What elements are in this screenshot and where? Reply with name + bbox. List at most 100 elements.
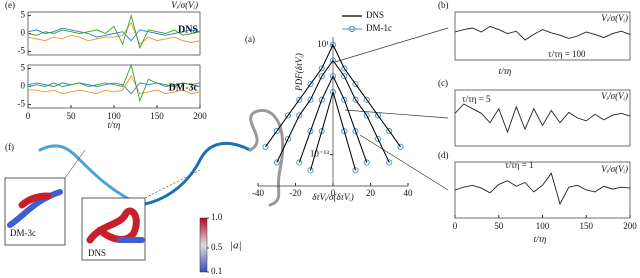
panel-label: (b) — [438, 0, 449, 10]
legend-label: DNS — [366, 10, 384, 20]
inset-box — [4, 177, 66, 246]
marker — [397, 143, 404, 150]
marker — [352, 167, 359, 174]
marker — [374, 112, 382, 119]
panel-label: (d) — [438, 150, 449, 160]
marker — [374, 135, 382, 142]
marker — [329, 73, 337, 80]
annotation: DNS — [178, 24, 198, 35]
series-line — [28, 74, 201, 95]
series-line — [27, 63, 201, 103]
axes-frame — [454, 11, 631, 61]
colorbar — [199, 217, 208, 273]
marker — [329, 57, 337, 64]
y-tick-label: 5 — [21, 63, 26, 73]
marker — [307, 96, 314, 103]
marker — [352, 81, 359, 88]
y-tick-label: -5 — [18, 45, 26, 55]
marker — [318, 128, 325, 135]
marker — [262, 143, 269, 150]
x-tick-label: 200 — [623, 221, 637, 231]
marker — [386, 159, 393, 166]
panel-label: (f) — [5, 142, 14, 152]
annotation: τ/τη = 5 — [462, 94, 491, 104]
marker — [296, 96, 303, 103]
tube — [138, 141, 252, 207]
x-tick-label: 150 — [150, 111, 164, 121]
series-line — [276, 59, 390, 163]
marker — [307, 81, 314, 88]
connector — [144, 169, 201, 199]
y-tick-label: 10⁻¹³ — [310, 149, 329, 159]
legend-label: DM-1c — [366, 23, 392, 33]
marker — [307, 128, 314, 135]
y-tick-label: 5 — [21, 10, 26, 20]
series-line — [27, 13, 201, 50]
y-axis-label: PDF(δτVᵢ) — [294, 53, 304, 92]
marker — [329, 88, 337, 95]
marker — [284, 135, 292, 142]
tube — [38, 144, 142, 207]
marker — [341, 96, 348, 103]
marker — [352, 128, 359, 135]
inset-label: DM-3c — [10, 228, 36, 238]
y-tick-label: 0 — [21, 81, 26, 91]
series-line — [454, 103, 631, 134]
tube — [7, 189, 63, 228]
series-line — [310, 90, 356, 171]
arrows — [334, 27, 449, 191]
x-tick-label: 200 — [193, 111, 207, 121]
series-line — [454, 172, 631, 206]
series-line — [27, 27, 201, 42]
marker — [296, 159, 303, 166]
x-tick-label: -20 — [290, 188, 302, 198]
annotation: τ/τη = 100 — [548, 49, 586, 59]
y-axis-label: Vᵢ/σ(Vᵢ) — [171, 0, 198, 10]
arrow — [334, 27, 449, 63]
y-axis-label: Vᵢ/σ(Vᵢ) — [601, 164, 628, 174]
colorbar-tick-label: 0.1 — [211, 266, 222, 276]
marker — [363, 159, 370, 166]
x-tick-label: 40 — [404, 188, 414, 198]
x-tick-label: 20 — [366, 188, 376, 198]
colorbar-tick-label: 0.5 — [211, 242, 223, 252]
x-axis-label: t/τη — [499, 66, 512, 76]
y-axis-label: Vᵢ/σ(Vᵢ) — [601, 91, 628, 101]
marker — [363, 112, 370, 119]
marker — [273, 128, 280, 135]
x-axis-label: t/τη — [108, 120, 121, 130]
marker — [318, 65, 325, 72]
annotation: DM-3c — [169, 82, 199, 93]
axes-frame — [454, 89, 631, 147]
x-tick-label: 50 — [494, 221, 504, 231]
y-tick-label: 10¹ — [317, 39, 329, 49]
colorbar-tick-label: 1.0 — [211, 212, 223, 222]
inset-label: DNS — [88, 248, 106, 258]
marker — [352, 96, 359, 103]
series-line — [454, 25, 631, 41]
series-line — [27, 82, 201, 95]
connector — [64, 149, 86, 179]
legend-marker — [348, 25, 356, 33]
series-line — [298, 75, 368, 163]
x-tick-label: 0 — [453, 221, 458, 231]
marker — [284, 112, 292, 119]
colorbar-label: |a| — [230, 240, 242, 252]
x-axis-label: δτVᵢ/σ(δτVᵢ) — [312, 192, 354, 202]
x-tick-label: 100 — [107, 111, 121, 121]
x-tick-label: 0 — [26, 111, 31, 121]
panel-label: (e) — [5, 0, 15, 10]
arrow — [344, 109, 449, 119]
marker — [386, 128, 393, 135]
y-tick-label: 0 — [21, 28, 26, 38]
marker — [341, 128, 348, 135]
panel-f-art — [4, 109, 285, 261]
marker — [307, 167, 314, 174]
marker — [341, 65, 348, 72]
x-tick-label: 100 — [536, 221, 550, 231]
x-tick-label: 150 — [580, 221, 594, 231]
x-tick-label: 50 — [67, 111, 77, 121]
series-line — [265, 43, 401, 148]
arrow — [359, 134, 449, 191]
